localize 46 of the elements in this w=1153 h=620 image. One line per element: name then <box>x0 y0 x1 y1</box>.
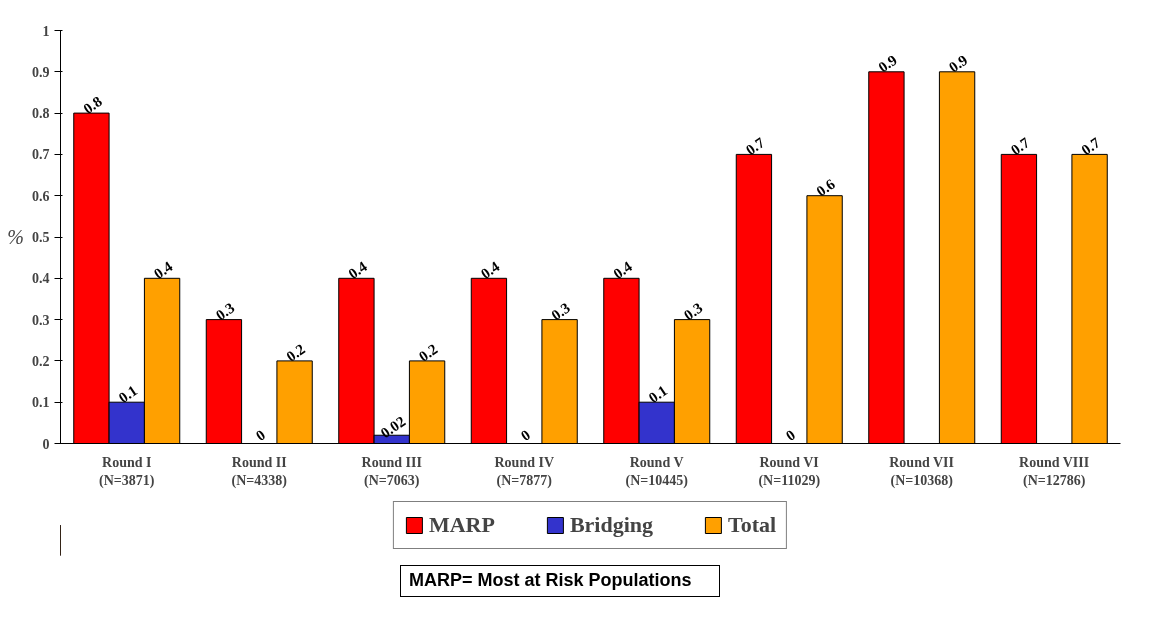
x-tick-label: Round VI (N=11029) <box>758 454 821 489</box>
data-label: 0 <box>252 426 269 445</box>
data-label: 0.7 <box>1078 134 1104 159</box>
y-tick-label: 0.1 <box>32 395 50 411</box>
y-tick-label: 0.9 <box>32 64 50 80</box>
data-label: 0.4 <box>345 258 371 283</box>
data-label: 0.2 <box>416 340 441 365</box>
data-label: 0.1 <box>645 382 671 406</box>
data-label: 0.4 <box>610 258 636 283</box>
x-tick-label: Round VII (N=10368) <box>889 454 954 489</box>
x-tick-label: Round IV (N=7877) <box>494 454 555 489</box>
data-label: 0.7 <box>742 134 768 159</box>
y-tick-label: 0 <box>42 436 50 452</box>
data-label: 0.4 <box>477 258 503 283</box>
x-tick-label: Round III (N=7063) <box>361 454 422 489</box>
x-tick-label: Round II (N=4338) <box>231 454 288 489</box>
data-label: 0.9 <box>875 51 900 76</box>
y-tick-label: 0.4 <box>32 271 50 287</box>
data-label: 0.3 <box>212 299 238 324</box>
data-label: 0.6 <box>813 175 839 200</box>
legend-label: MARP <box>428 512 495 538</box>
data-label: 0.1 <box>115 382 141 406</box>
data-label: 0 <box>782 426 799 445</box>
x-tick-label: Round I (N=3871) <box>99 454 155 489</box>
y-tick-label: 0.6 <box>32 188 50 204</box>
y-tick-label: 0.2 <box>32 353 50 369</box>
data-label: 0.3 <box>681 299 706 324</box>
legend-label: Bridging <box>569 512 654 538</box>
text: MARP= Most at Risk Populations <box>409 569 692 592</box>
y-tick-label: 1 <box>42 23 50 39</box>
data-label: 0.2 <box>283 340 308 365</box>
x-tick-label: Round VIII (N=12786) <box>1019 454 1090 489</box>
data-label: 0.8 <box>80 93 105 117</box>
y-tick-label: 0.3 <box>32 312 50 328</box>
x-tick-label: Round V (N=10445) <box>625 454 689 489</box>
data-label: 0.4 <box>151 258 176 283</box>
data-label: 0.3 <box>548 299 573 324</box>
y-tick-label: 0.5 <box>32 230 50 245</box>
data-label: 0.9 <box>946 51 971 76</box>
data-label: 0.02 <box>377 413 409 442</box>
y-tick-label: 0.7 <box>32 147 50 163</box>
y-axis-title: % <box>7 226 25 248</box>
data-label: 0.7 <box>1007 134 1033 159</box>
y-tick-label: 0.8 <box>32 106 50 122</box>
legend-label: Total <box>728 512 777 538</box>
data-label: 0 <box>517 426 534 445</box>
